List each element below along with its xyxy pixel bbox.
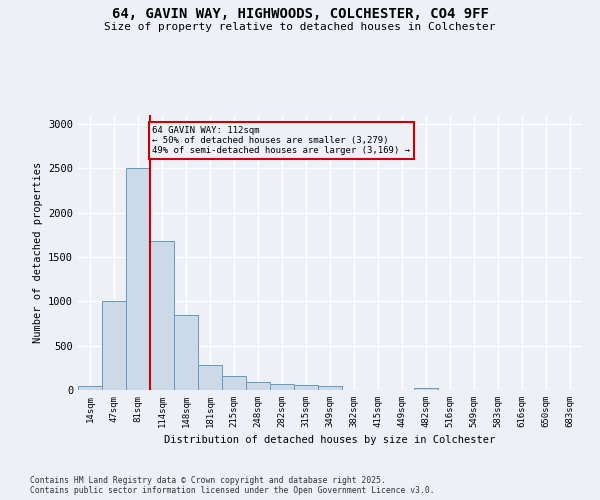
Bar bbox=[126, 168, 150, 390]
Bar bbox=[198, 365, 222, 390]
Text: 64 GAVIN WAY: 112sqm
← 50% of detached houses are smaller (3,279)
49% of semi-de: 64 GAVIN WAY: 112sqm ← 50% of detached h… bbox=[152, 126, 410, 156]
Bar bbox=[294, 385, 318, 390]
Text: 64, GAVIN WAY, HIGHWOODS, COLCHESTER, CO4 9FF: 64, GAVIN WAY, HIGHWOODS, COLCHESTER, CO… bbox=[112, 8, 488, 22]
Text: Contains HM Land Registry data © Crown copyright and database right 2025.
Contai: Contains HM Land Registry data © Crown c… bbox=[30, 476, 434, 495]
Y-axis label: Number of detached properties: Number of detached properties bbox=[32, 162, 43, 343]
Bar bbox=[222, 376, 246, 390]
Bar bbox=[78, 386, 102, 390]
Bar bbox=[246, 382, 270, 390]
Bar bbox=[270, 384, 294, 390]
Bar bbox=[102, 302, 126, 390]
Bar bbox=[318, 386, 342, 390]
Text: Size of property relative to detached houses in Colchester: Size of property relative to detached ho… bbox=[104, 22, 496, 32]
Bar bbox=[414, 388, 438, 390]
Bar bbox=[174, 314, 198, 390]
X-axis label: Distribution of detached houses by size in Colchester: Distribution of detached houses by size … bbox=[164, 436, 496, 446]
Bar bbox=[150, 241, 174, 390]
